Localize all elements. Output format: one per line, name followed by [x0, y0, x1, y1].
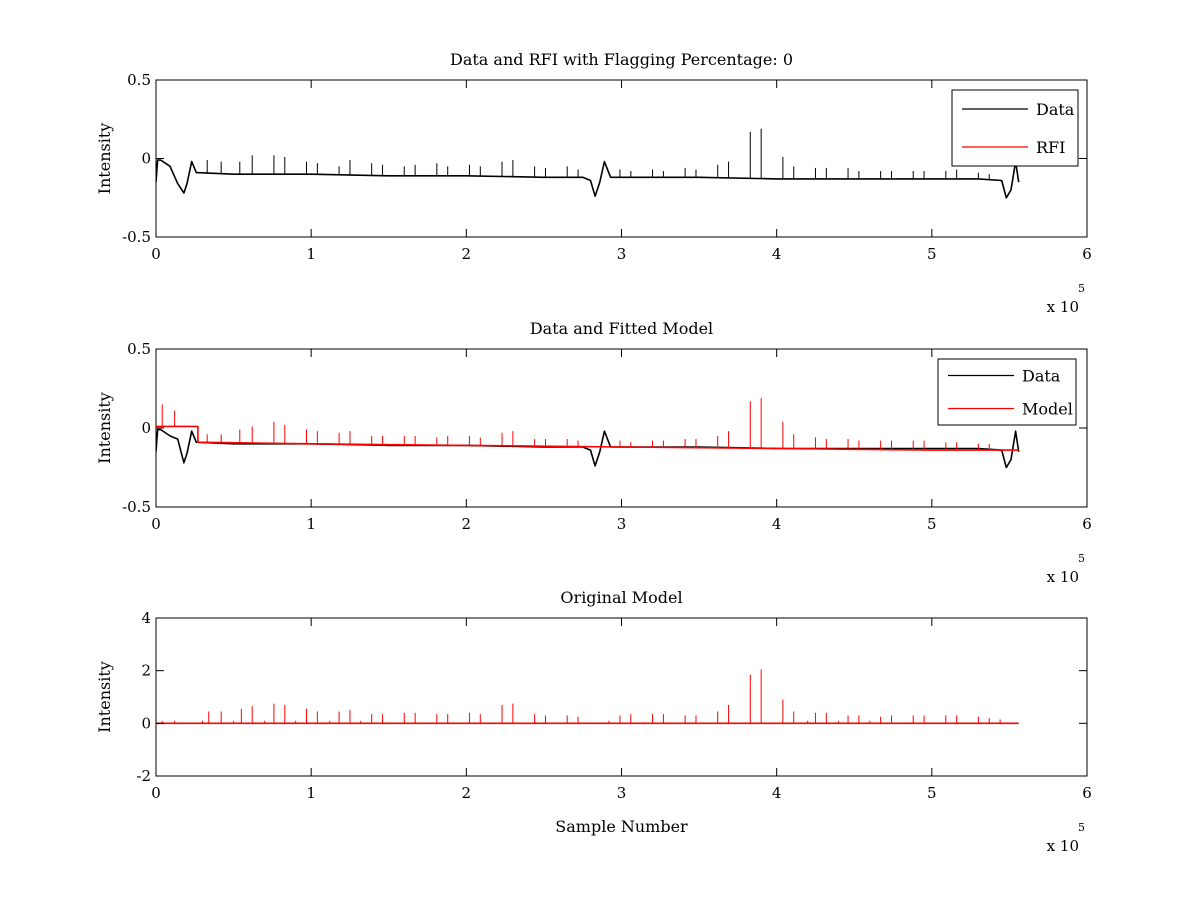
y-axis-label: Intensity: [95, 661, 114, 733]
legend-label: Data: [1036, 100, 1075, 119]
y-tick-label: 0: [141, 419, 151, 437]
y-tick-label: -0.5: [122, 228, 151, 246]
x-tick-label: 2: [462, 245, 472, 263]
x-tick-label: 6: [1082, 515, 1092, 533]
x-tick-label: 4: [772, 245, 782, 263]
legend: Data RFI: [951, 89, 1079, 167]
y-tick-label: 0: [141, 150, 151, 168]
chart-title: Data and RFI with Flagging Percentage: 0: [450, 50, 793, 69]
x-multiplier-exponent: 5: [1078, 282, 1085, 295]
legend-label: RFI: [1036, 138, 1065, 157]
x-tick-label: 4: [772, 515, 782, 533]
y-axis-label: Intensity: [95, 392, 114, 464]
data-layer: [156, 128, 1020, 199]
x-multiplier: x 10: [1047, 837, 1079, 855]
legend-label: Model: [1022, 400, 1073, 419]
x-tick-label: 2: [462, 515, 472, 533]
x-multiplier-exponent: 5: [1078, 552, 1085, 565]
legend-box: [937, 358, 1077, 426]
x-tick-label: 3: [617, 245, 627, 263]
y-tick-label: 0: [141, 714, 151, 732]
x-tick-label: 0: [151, 245, 161, 263]
x-tick-label: 6: [1082, 784, 1092, 802]
x-axis-label: Sample Number: [555, 817, 688, 836]
chart-title: Data and Fitted Model: [530, 319, 713, 338]
data-layer: [156, 397, 1020, 469]
plot-area: [155, 79, 1088, 238]
x-tick-label: 1: [306, 245, 316, 263]
series-line-model: [156, 425, 1019, 451]
x-multiplier-exponent: 5: [1078, 821, 1085, 834]
x-tick-label: 3: [617, 515, 627, 533]
x-tick-label: 1: [306, 784, 316, 802]
x-tick-label: 3: [617, 784, 627, 802]
x-multiplier: x 10: [1047, 568, 1079, 586]
chart-title: Original Model: [560, 588, 682, 607]
x-tick-label: 0: [151, 784, 161, 802]
y-tick-label: -2: [136, 767, 151, 785]
x-tick-label: 0: [151, 515, 161, 533]
x-tick-label: 5: [927, 245, 937, 263]
y-tick-label: 0.5: [127, 71, 151, 89]
y-tick-label: -0.5: [122, 498, 151, 516]
y-tick-label: 4: [141, 609, 151, 627]
x-tick-label: 5: [927, 784, 937, 802]
x-tick-label: 6: [1082, 245, 1092, 263]
data-layer: [156, 669, 1019, 725]
y-tick-label: 0.5: [127, 340, 151, 358]
legend-label: Data: [1022, 367, 1061, 386]
x-tick-label: 4: [772, 784, 782, 802]
x-tick-label: 1: [306, 515, 316, 533]
plot-area: [155, 617, 1088, 777]
plot-area: [155, 348, 1088, 508]
legend: Data Model: [937, 358, 1077, 426]
y-tick-label: 2: [141, 662, 151, 680]
x-tick-label: 5: [927, 515, 937, 533]
legend-box: [951, 89, 1079, 167]
x-multiplier: x 10: [1047, 298, 1079, 316]
y-axis-label: Intensity: [95, 123, 114, 195]
x-tick-label: 2: [462, 784, 472, 802]
